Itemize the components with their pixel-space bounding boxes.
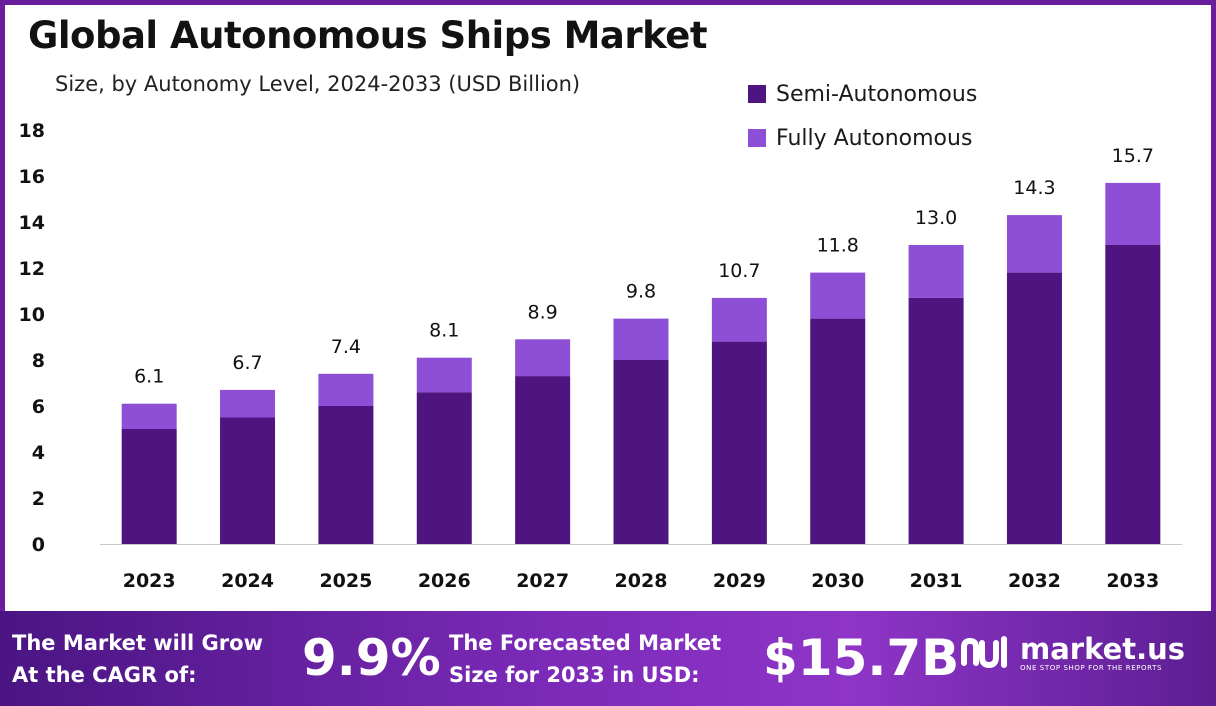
x-tick-label: 2027 xyxy=(516,570,569,592)
x-tick-label: 2028 xyxy=(615,570,668,592)
bar-fully-autonomous xyxy=(1006,215,1062,273)
y-tick-label: 10 xyxy=(19,304,45,326)
x-tick-label: 2025 xyxy=(319,570,372,592)
bar-total-label: 6.7 xyxy=(232,352,262,374)
bar-total-label: 8.9 xyxy=(528,301,558,323)
bar-semi-autonomous xyxy=(1006,272,1062,544)
legend-label-semi-autonomous: Semi-Autonomous xyxy=(776,81,978,107)
x-tick-label: 2033 xyxy=(1106,570,1159,592)
legend-item-fully-autonomous: Fully Autonomous xyxy=(748,116,977,160)
bar-total-label: 10.7 xyxy=(718,260,760,282)
y-tick-label: 2 xyxy=(32,488,45,510)
bar-total-label: 8.1 xyxy=(429,320,459,342)
brand-name: market.us xyxy=(1020,632,1186,666)
y-tick-label: 12 xyxy=(19,258,45,280)
y-tick-label: 4 xyxy=(32,442,45,464)
bar-semi-autonomous xyxy=(220,417,276,544)
bar-semi-autonomous xyxy=(416,392,472,544)
forecast-value: $15.7B xyxy=(763,629,960,687)
bar-total-label: 7.4 xyxy=(331,336,361,358)
brand-logo[interactable]: market.us ONE STOP SHOP FOR THE REPORTS xyxy=(960,633,1185,673)
chart-subtitle: Size, by Autonomy Level, 2024-2033 (USD … xyxy=(55,72,581,96)
x-tick-label: 2032 xyxy=(1008,570,1061,592)
x-tick-label: 2023 xyxy=(123,570,176,592)
bar-total-label: 13.0 xyxy=(915,207,957,229)
cagr-label: The Market will Grow At the CAGR of: xyxy=(12,627,263,691)
bar-fully-autonomous xyxy=(515,339,571,377)
x-tick-label: 2031 xyxy=(910,570,963,592)
legend-item-semi-autonomous: Semi-Autonomous xyxy=(748,72,977,116)
y-tick-label: 0 xyxy=(32,534,45,556)
footer-banner: The Market will Grow At the CAGR of: 9.9… xyxy=(0,611,1216,706)
bar-total-label: 11.8 xyxy=(817,235,859,257)
cagr-label-line-2: At the CAGR of: xyxy=(12,663,197,687)
market-us-logo-icon xyxy=(961,636,1007,669)
chart-title: Global Autonomous Ships Market xyxy=(28,14,708,57)
cagr-value: 9.9% xyxy=(302,629,441,687)
legend: Semi-Autonomous Fully Autonomous xyxy=(748,72,977,160)
bar-fully-autonomous xyxy=(1105,182,1161,245)
bar-semi-autonomous xyxy=(711,341,767,544)
legend-label-fully-autonomous: Fully Autonomous xyxy=(776,125,973,151)
bar-semi-autonomous xyxy=(908,297,964,544)
brand-tagline: ONE STOP SHOP FOR THE REPORTS xyxy=(1020,664,1163,672)
bar-total-label: 14.3 xyxy=(1013,177,1055,199)
legend-swatch-fully-autonomous xyxy=(748,129,766,147)
bar-fully-autonomous xyxy=(416,357,472,393)
x-tick-label: 2030 xyxy=(811,570,864,592)
bar-semi-autonomous xyxy=(1105,245,1161,544)
y-tick-label: 6 xyxy=(32,396,45,418)
y-tick-label: 18 xyxy=(19,120,45,142)
cagr-label-line-1: The Market will Grow xyxy=(12,631,263,655)
bar-semi-autonomous xyxy=(613,360,669,544)
bar-fully-autonomous xyxy=(121,403,177,429)
brand-text: market.us ONE STOP SHOP FOR THE REPORTS xyxy=(1020,634,1185,672)
forecast-label-line-2: Size for 2033 in USD: xyxy=(449,663,700,687)
bar-chart: 0 2 4 6 8 10 12 14 16 18 6.1 2023 6.7 2024 7.4 2025 8.1 2… xyxy=(19,120,1182,592)
bar-semi-autonomous xyxy=(810,318,866,544)
bar-semi-autonomous xyxy=(121,429,177,544)
bar-total-label: 9.8 xyxy=(626,281,656,303)
bar-fully-autonomous xyxy=(220,389,276,418)
bar-semi-autonomous xyxy=(515,376,571,544)
forecast-label: The Forecasted Market Size for 2033 in U… xyxy=(449,627,721,691)
bar-fully-autonomous xyxy=(711,297,767,342)
bar-fully-autonomous xyxy=(613,318,669,360)
y-tick-label: 14 xyxy=(19,212,45,234)
bar-fully-autonomous xyxy=(318,373,374,406)
x-tick-label: 2029 xyxy=(713,570,766,592)
x-tick-label: 2026 xyxy=(418,570,471,592)
legend-swatch-semi-autonomous xyxy=(748,85,766,103)
bar-fully-autonomous xyxy=(810,272,866,319)
forecast-label-line-1: The Forecasted Market xyxy=(449,631,722,655)
bar-total-label: 6.1 xyxy=(134,366,164,388)
bar-fully-autonomous xyxy=(908,245,964,298)
y-tick-label: 8 xyxy=(32,350,45,372)
bar-total-label: 15.7 xyxy=(1112,145,1154,167)
bar-semi-autonomous xyxy=(318,406,374,544)
y-tick-label: 16 xyxy=(19,166,45,188)
x-tick-label: 2024 xyxy=(221,570,274,592)
